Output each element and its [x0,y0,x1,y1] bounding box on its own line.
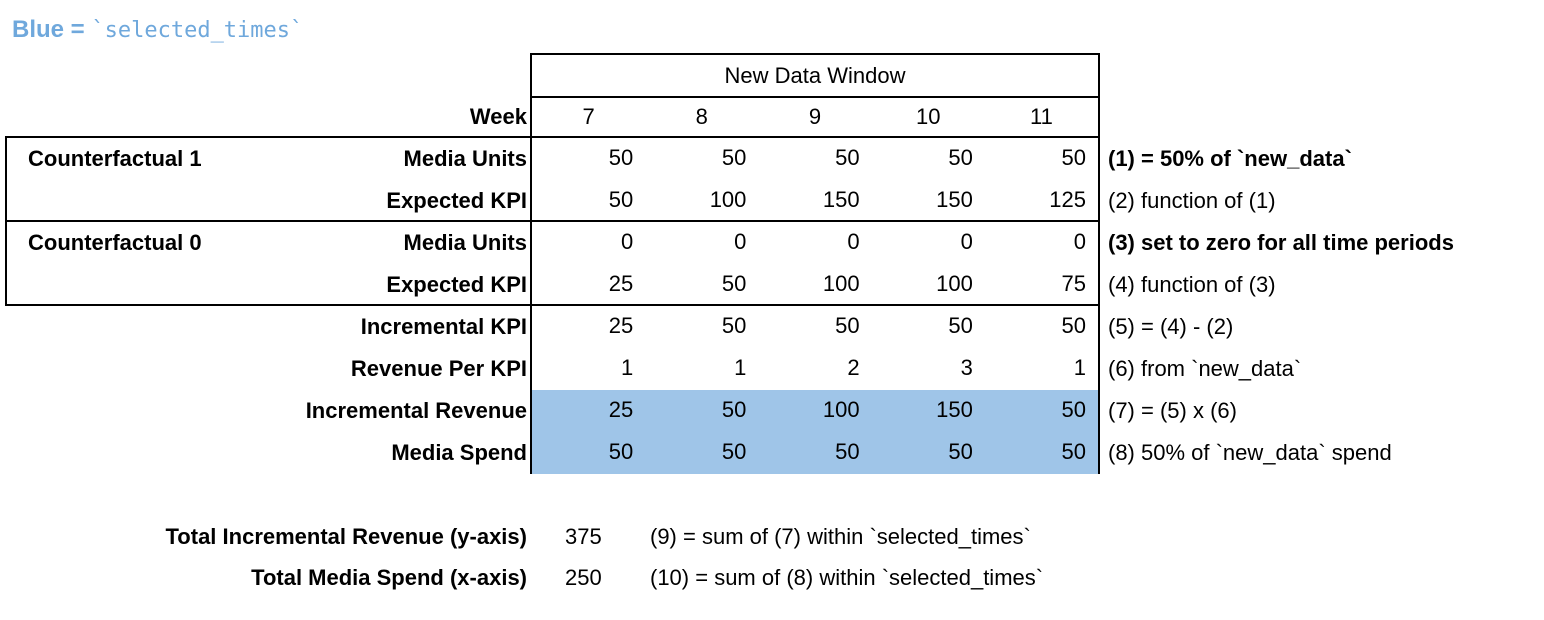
data-cell: 25 [608,271,634,296]
data-cell: 1 [1073,355,1087,380]
data-cell: 50 [948,313,973,338]
data-cell: 100 [822,271,860,296]
annotation-6: (6) from `new_data` [1108,356,1302,381]
week-cell: 9 [808,104,822,129]
data-cell: 50 [1061,145,1087,170]
legend-prefix: Blue = [12,16,92,43]
table-row-media-units-cf1: 50 50 50 50 50 [532,138,1098,180]
data-cell: 50 [948,145,973,170]
data-cell-highlighted: 100 [822,397,860,422]
annotation-9: (9) = sum of (7) within `selected_times` [650,524,1031,549]
data-cell-highlighted: 50 [1061,439,1087,464]
data-cell: 50 [835,313,860,338]
data-cell: 50 [835,145,860,170]
new-data-window-header: New Data Window [530,53,1100,98]
row-label-expected-kpi-cf1: Expected KPI [386,188,527,213]
row-label-expected-kpi-cf0: Expected KPI [386,272,527,297]
data-cell: 0 [734,229,747,254]
table-row-revenue-per-kpi: 1 1 2 3 1 [532,348,1098,390]
data-cell-highlighted: 50 [608,439,634,464]
total-incremental-revenue-value: 375 [565,524,602,549]
row-label-media-units-cf1: Media Units [403,146,527,171]
week-cell: 7 [582,104,595,129]
counterfactual-0-box [5,220,532,306]
annotation-7: (7) = (5) x (6) [1108,398,1237,423]
annotation-3: (3) set to zero for all time periods [1108,230,1454,255]
total-media-spend-value: 250 [565,565,602,590]
new-data-window-label: New Data Window [724,62,906,88]
table-row-incremental-kpi: 25 50 50 50 50 [532,306,1098,348]
data-cell: 50 [721,271,747,296]
data-cell: 50 [1061,313,1087,338]
legend-code: `selected_times` [91,18,304,43]
row-label-revenue-per-kpi: Revenue Per KPI [350,356,527,381]
data-cell: 0 [847,229,860,254]
data-cell: 150 [822,187,860,212]
week-row-label: Week [469,104,527,129]
data-cell: 0 [960,229,973,254]
annotation-1: (1) = 50% of `new_data` [1108,146,1352,171]
data-cell: 2 [847,355,860,380]
data-cell: 1 [734,355,747,380]
data-cell: 1 [620,355,634,380]
week-header-row: 7 8 9 10 11 [532,98,1098,138]
total-media-spend-label: Total Media Spend (x-axis) [251,565,527,590]
data-cell-highlighted: 50 [835,439,860,464]
data-cell: 125 [1049,187,1087,212]
data-cell: 50 [608,187,634,212]
data-cell: 50 [608,145,634,170]
data-cell: 0 [620,229,634,254]
data-cell-highlighted: 150 [936,397,973,422]
week-cell: 10 [915,104,941,129]
data-cell: 100 [709,187,747,212]
table-row-incremental-revenue: 25 50 100 150 50 [532,390,1098,432]
data-cell-highlighted: 50 [721,439,747,464]
table-row-expected-kpi-cf1: 50 100 150 150 125 [532,180,1098,222]
data-cell: 150 [936,187,973,212]
data-cell: 0 [1073,229,1087,254]
row-label-incremental-revenue: Incremental Revenue [305,398,527,423]
row-label-media-units-cf0: Media Units [403,230,527,255]
legend: Blue = `selected_times` [12,16,303,44]
data-cell: 50 [721,313,747,338]
data-cell-highlighted: 50 [721,397,747,422]
data-cell: 25 [608,313,634,338]
table-row-media-units-cf0: 0 0 0 0 0 [532,222,1098,264]
data-cell-highlighted: 25 [608,397,634,422]
table-row-media-spend: 50 50 50 50 50 [532,432,1098,474]
annotation-5: (5) = (4) - (2) [1108,314,1234,339]
week-cell: 11 [1029,104,1053,129]
annotation-2: (2) function of (1) [1108,188,1276,213]
week-cell: 8 [695,104,708,129]
data-table: 7 8 9 10 11 50 50 50 50 50 50 100 150 15… [530,98,1100,474]
annotation-10: (10) = sum of (8) within `selected_times… [650,565,1044,590]
data-cell-highlighted: 50 [1061,397,1087,422]
row-label-media-spend: Media Spend [391,440,527,465]
annotation-4: (4) function of (3) [1108,272,1276,297]
data-cell: 75 [1061,271,1087,296]
annotation-8: (8) 50% of `new_data` spend [1108,440,1392,465]
row-label-incremental-kpi: Incremental KPI [360,314,527,339]
data-cell: 3 [960,355,973,380]
total-incremental-revenue-label: Total Incremental Revenue (y-axis) [165,524,528,549]
data-cell: 50 [721,145,747,170]
data-cell-highlighted: 50 [948,439,973,464]
table-row-expected-kpi-cf0: 25 50 100 100 75 [532,264,1098,306]
data-cell: 100 [936,271,973,296]
counterfactual-1-label: Counterfactual 1 [28,146,202,171]
counterfactual-0-label: Counterfactual 0 [28,230,202,255]
